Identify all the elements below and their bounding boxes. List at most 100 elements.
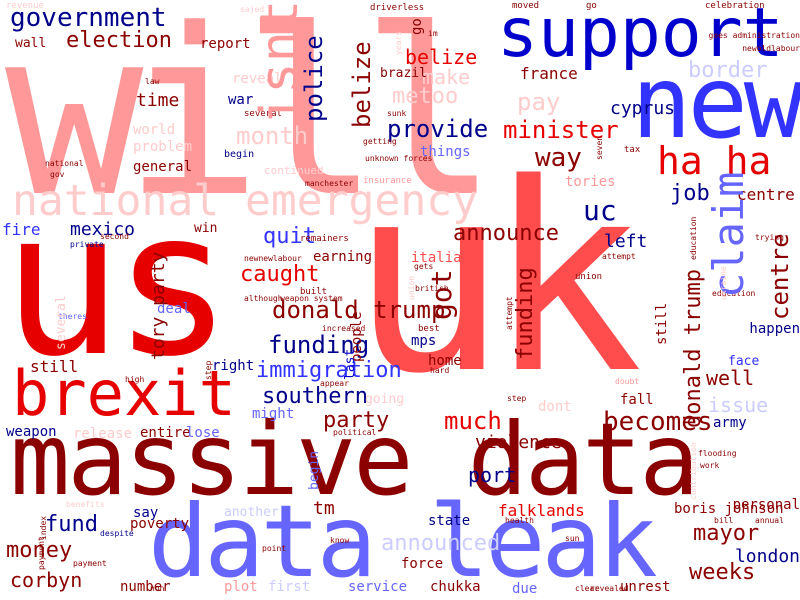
word-plot: number xyxy=(120,579,171,595)
word-report: report xyxy=(200,36,251,52)
word-still: still xyxy=(654,302,670,345)
word-due: chukka xyxy=(430,579,481,595)
word-celebration: moved xyxy=(512,1,540,11)
word-national-emergency: national emergency xyxy=(12,176,478,226)
word-attempt: attempt xyxy=(505,296,514,330)
word-belize: belize xyxy=(348,41,376,128)
word-becomes: much xyxy=(444,407,502,435)
word-brexit: brexit xyxy=(12,357,236,430)
word-moved: driverless xyxy=(370,3,425,13)
word-mayor: personal xyxy=(732,497,800,513)
word-will: will xyxy=(5,0,499,248)
word-provide: minister xyxy=(503,116,619,144)
word-general: problem xyxy=(133,139,193,155)
word-boris-johnson: falklands xyxy=(498,501,585,520)
word-continued: manchester xyxy=(305,179,354,188)
word-massive-data: massive data xyxy=(10,401,699,518)
word-falklands: tm xyxy=(313,498,335,519)
word-trying: doubt xyxy=(615,377,640,386)
word-political: appear xyxy=(320,379,349,388)
word-wall: general xyxy=(133,159,193,175)
word-driverless: revenue xyxy=(6,1,44,11)
word-border: pay xyxy=(517,88,561,116)
word-best: although xyxy=(244,294,283,303)
word-sunk: newoldlabour xyxy=(742,44,800,53)
word-release: weapon xyxy=(6,424,57,440)
word-appear: theres xyxy=(58,312,87,321)
word-made: going xyxy=(365,392,405,407)
word-violence: lose xyxy=(186,425,220,441)
word-non: point xyxy=(262,544,287,553)
word-back: donald trump xyxy=(272,296,446,324)
word-tax: getting xyxy=(363,137,397,146)
word-benefits: step xyxy=(507,394,527,403)
word-getting: goes administration xyxy=(708,31,800,40)
word-ukraine: ukraine xyxy=(719,266,728,300)
word-well: home xyxy=(428,353,462,369)
word-seven: seven xyxy=(595,135,604,160)
word-issue: southern xyxy=(262,384,368,409)
word-point: despite xyxy=(100,529,134,538)
word-southern: face xyxy=(728,354,760,369)
word-france: border xyxy=(688,58,768,83)
word-minister: brazil xyxy=(380,66,427,81)
word-know: payment xyxy=(73,559,107,568)
word-another: unrest xyxy=(620,579,671,595)
word-donald-trump: donald trump xyxy=(681,269,706,428)
word-world: things xyxy=(420,144,471,160)
word-caught: italian xyxy=(411,250,471,266)
word-force: state xyxy=(428,513,471,529)
word-education: education xyxy=(689,216,698,260)
word-lose: entire xyxy=(140,425,191,441)
word-tory-party: tory party xyxy=(148,251,169,360)
word-italian: earning xyxy=(313,249,373,265)
word-little: work xyxy=(700,461,720,470)
word-funding: funding xyxy=(513,267,538,360)
word-happen: mps xyxy=(411,333,437,349)
word-theres: second xyxy=(100,232,129,241)
word-uc: war xyxy=(228,92,254,108)
word-payment: payment xyxy=(37,536,46,570)
word-high: private xyxy=(70,240,104,249)
word-begin: begin xyxy=(307,450,322,490)
word-sun: clear xyxy=(575,584,600,593)
word-war: reveal xyxy=(232,71,283,87)
word-got: got xyxy=(425,269,458,320)
word-umunna: trying xyxy=(755,233,784,242)
word-much: party xyxy=(323,408,390,433)
word-right: immigration xyxy=(256,358,402,383)
word-win: mexico xyxy=(70,219,136,240)
word-things: month xyxy=(236,122,309,150)
word-kill: increased xyxy=(322,324,366,333)
word-ha-ha: way xyxy=(535,143,582,173)
word-reveal: wall xyxy=(15,36,47,51)
word-job: uc xyxy=(583,194,617,227)
word-law: education xyxy=(712,289,756,298)
word-party: might xyxy=(252,406,295,422)
word-private: im xyxy=(428,29,438,38)
word-newoldlabour: celebration xyxy=(705,1,765,11)
word-us: us xyxy=(2,168,233,401)
word-isnt: isnt xyxy=(250,0,310,126)
word-port: violence xyxy=(475,432,562,453)
word-way: provide xyxy=(387,115,489,143)
word-normal: political xyxy=(333,428,377,437)
word-freedom: best xyxy=(418,324,440,334)
word-london: mayor xyxy=(693,521,760,546)
word-despite: benefits xyxy=(66,500,105,509)
word-time: ha ha xyxy=(657,139,772,183)
word-personal: boris johnson xyxy=(674,501,784,517)
word-number: corbyn xyxy=(10,568,83,592)
word-second: hard xyxy=(430,366,450,375)
word-fire: left xyxy=(604,231,648,252)
word-chukka: service xyxy=(348,579,408,595)
word-tories: insurance xyxy=(363,176,412,186)
word-uk: uk xyxy=(350,129,643,431)
word-hard: british xyxy=(415,284,449,293)
word-face: well xyxy=(706,366,755,390)
word-bill: health xyxy=(505,516,534,525)
word-built: tax xyxy=(624,145,641,155)
word-earning: win xyxy=(194,221,218,236)
word-announced: money xyxy=(6,538,73,563)
